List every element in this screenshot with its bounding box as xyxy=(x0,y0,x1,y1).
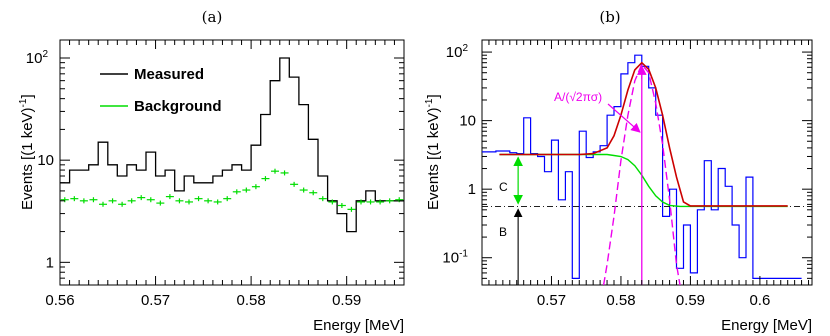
y-tick-label: 10 xyxy=(37,152,54,169)
panel-b-title: (b) xyxy=(599,8,620,26)
background-point xyxy=(385,198,394,204)
x-tick-label: 0.59 xyxy=(332,292,361,309)
background-point xyxy=(232,189,241,195)
background-point xyxy=(347,206,356,212)
background-point xyxy=(261,176,270,182)
annotation-c: C xyxy=(499,180,508,194)
background-point xyxy=(328,199,337,205)
x-tick-label: 0.56 xyxy=(45,292,74,309)
panel-a-xlabel: Energy [MeV] xyxy=(313,317,404,334)
background-point xyxy=(185,199,193,205)
background-point xyxy=(204,198,213,204)
background-point xyxy=(395,197,404,203)
background-point xyxy=(376,199,385,205)
background-point xyxy=(137,195,146,201)
x-tick-label: 0.6 xyxy=(749,292,770,309)
panel-a-plot: 0.56 0.57 0.58 0.59 1 10 102 xyxy=(26,39,405,309)
flat-background-curve xyxy=(499,153,788,208)
background-point xyxy=(70,196,79,202)
background-point xyxy=(108,198,117,204)
measured-histogram xyxy=(60,57,404,233)
formula-annotation: A/(√2πσ) xyxy=(554,90,602,104)
background-point xyxy=(99,201,107,207)
y-tick-label: 10-1 xyxy=(442,249,468,267)
annotation-b: B xyxy=(499,225,507,239)
legend-background-label: Background xyxy=(134,98,222,115)
background-point xyxy=(146,197,155,203)
gaussian-curve xyxy=(602,63,681,286)
x-tick-label: 0.58 xyxy=(237,292,266,309)
background-point xyxy=(318,196,327,202)
background-point xyxy=(309,190,318,196)
background-point xyxy=(271,168,279,174)
background-point xyxy=(242,187,251,193)
y-tick-label: 102 xyxy=(26,49,49,67)
total-fit-curve xyxy=(499,61,788,207)
background-point xyxy=(290,181,299,187)
background-point xyxy=(194,196,203,202)
background-point xyxy=(175,198,184,204)
background-point xyxy=(127,198,136,204)
background-point xyxy=(165,194,174,200)
background-point xyxy=(89,197,98,203)
background-point xyxy=(156,200,165,206)
y-tick-label: 10 xyxy=(459,113,476,130)
panel-b-ylabel: Events [(1 keV)-1] xyxy=(424,94,442,210)
panel-a-title: (a) xyxy=(202,8,223,26)
background-point xyxy=(223,196,232,202)
background-point xyxy=(251,184,260,190)
background-point xyxy=(337,202,346,208)
background-point xyxy=(118,201,127,207)
background-point xyxy=(213,199,222,205)
panel-b-frame xyxy=(481,39,813,286)
y-tick-label: 102 xyxy=(446,43,469,61)
arrow-formula xyxy=(607,103,641,133)
legend-measured-label: Measured xyxy=(134,66,204,83)
panel-b-xlabel: Energy [MeV] xyxy=(721,317,812,334)
panel-a-legend: Measured Background xyxy=(100,66,222,115)
histogram-b xyxy=(482,54,802,279)
background-point xyxy=(366,199,375,205)
panel-a-ylabel: Events [(1 keV)-1] xyxy=(18,94,36,210)
background-point xyxy=(299,187,308,193)
x-tick-label: 0.59 xyxy=(676,292,705,309)
background-point xyxy=(280,170,289,176)
x-tick-label: 0.57 xyxy=(141,292,170,309)
background-point xyxy=(357,199,365,205)
background-point xyxy=(60,197,69,203)
panel-a-frame xyxy=(59,39,405,286)
y-tick-label: 1 xyxy=(468,181,476,198)
x-tick-label: 0.57 xyxy=(537,292,566,309)
panel-b-plot: 0.57 0.58 0.59 0.6 10-1 1 10 102 xyxy=(442,39,813,309)
background-point xyxy=(79,198,88,204)
x-tick-label: 0.58 xyxy=(606,292,635,309)
y-tick-label: 1 xyxy=(46,254,54,271)
